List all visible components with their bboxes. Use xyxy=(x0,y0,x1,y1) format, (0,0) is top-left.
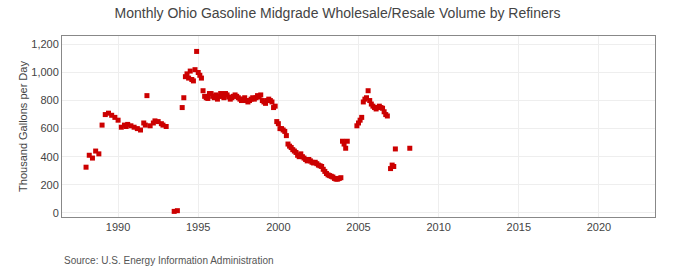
svg-text:1990: 1990 xyxy=(106,221,130,233)
svg-text:2015: 2015 xyxy=(507,221,531,233)
svg-text:Source: U.S. Energy Informatio: Source: U.S. Energy Information Administ… xyxy=(64,255,274,266)
svg-text:600: 600 xyxy=(40,122,58,134)
svg-text:2020: 2020 xyxy=(587,221,611,233)
svg-text:2005: 2005 xyxy=(346,221,370,233)
svg-text:1995: 1995 xyxy=(186,221,210,233)
svg-text:400: 400 xyxy=(40,151,58,163)
svg-text:2000: 2000 xyxy=(266,221,290,233)
svg-text:200: 200 xyxy=(40,179,58,191)
svg-text:1,200: 1,200 xyxy=(31,38,59,50)
svg-text:800: 800 xyxy=(40,94,58,106)
svg-text:Thousand Gallons per Day: Thousand Gallons per Day xyxy=(17,61,29,192)
svg-text:1,000: 1,000 xyxy=(31,66,59,78)
svg-text:Monthly Ohio Gasoline Midgrade: Monthly Ohio Gasoline Midgrade Wholesale… xyxy=(115,5,561,21)
svg-text:0: 0 xyxy=(53,207,59,219)
svg-text:2010: 2010 xyxy=(426,221,450,233)
